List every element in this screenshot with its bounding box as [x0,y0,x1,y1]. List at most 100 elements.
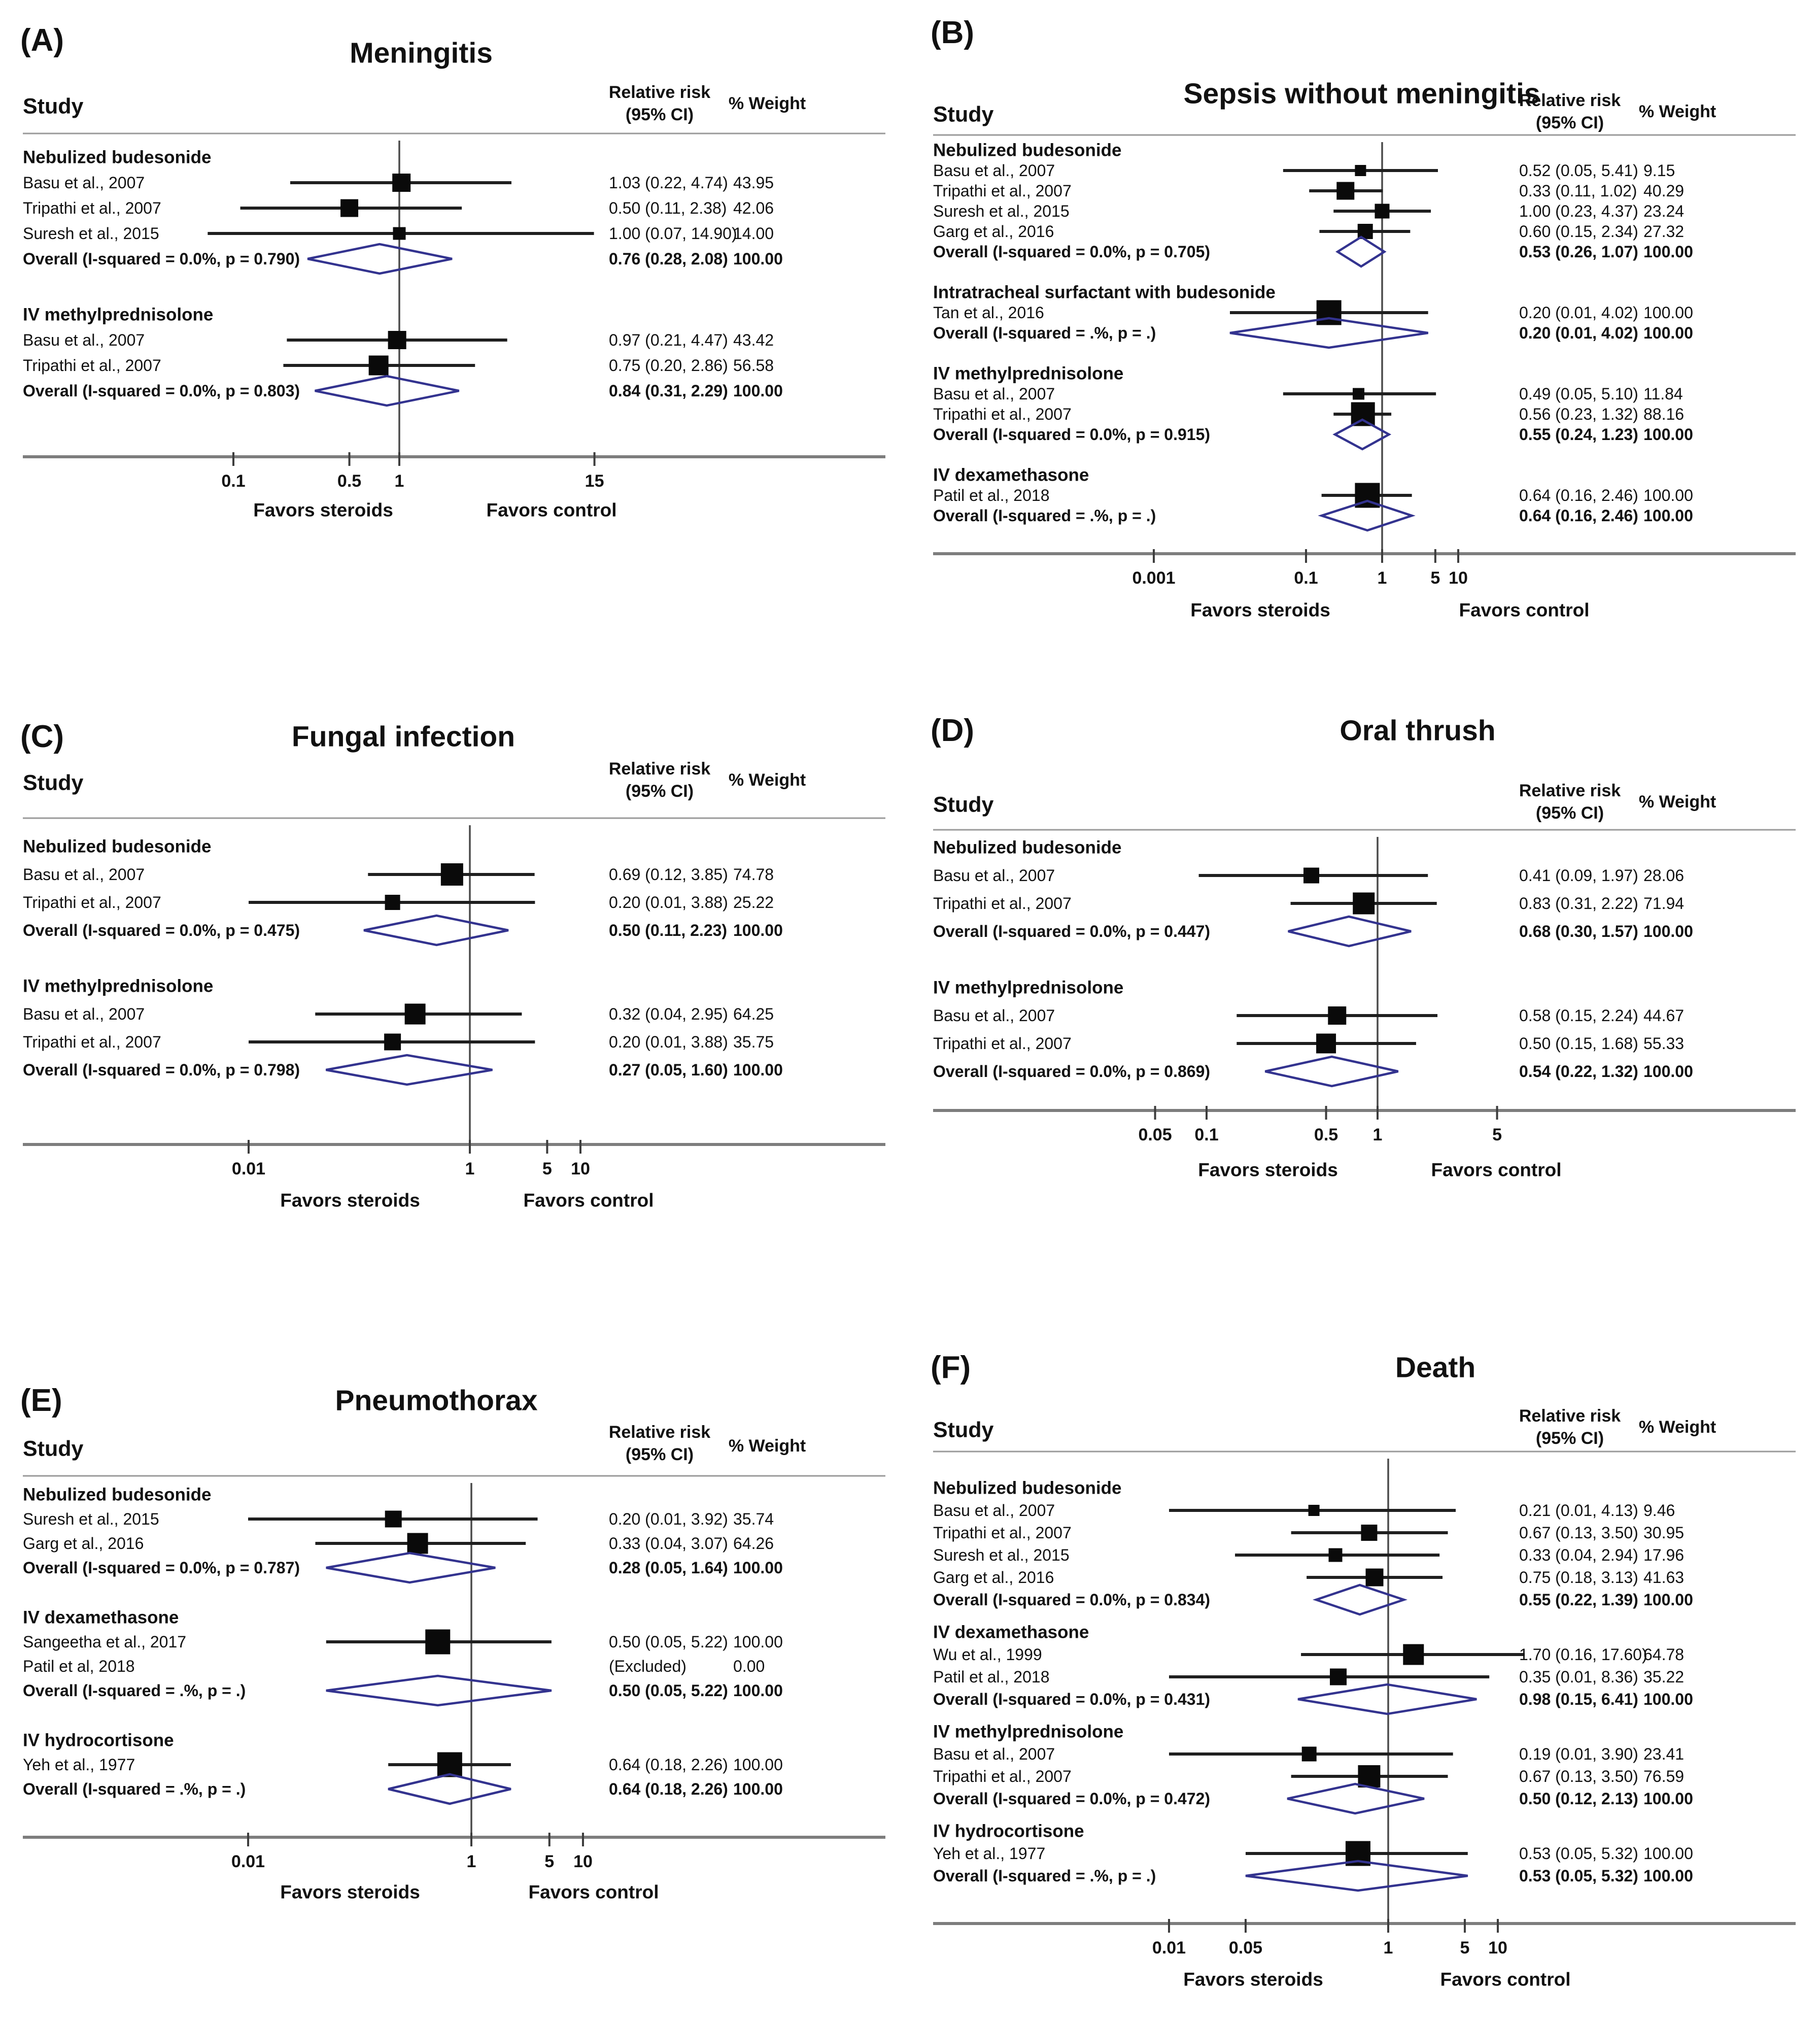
weight-value: 100.00 [1643,304,1693,322]
rr-value: 0.35 (0.01, 8.36) [1519,1668,1638,1686]
axis-tick-label: 0.01 [231,1852,265,1871]
axis-tick-label: 1 [465,1159,475,1178]
overall-rr-value: 0.54 (0.22, 1.32) [1519,1062,1638,1081]
effect-size-square [385,1510,402,1528]
column-header-study: Study [933,792,994,817]
effect-size-square [1328,1548,1343,1562]
overall-weight-value: 100.00 [1643,1062,1693,1081]
pooled-estimate-diamond [1312,1583,1408,1616]
overall-label: Overall (I-squared = 0.0%, p = 0.475) [23,921,300,939]
pooled-estimate-diamond [307,243,453,275]
forest-plot-canvas [933,1451,1796,1933]
favors-steroids-label: Favors steroids [253,499,393,521]
weight-value: 23.24 [1643,202,1685,220]
axis-tick-label: 0.001 [1132,568,1176,588]
column-header-rr-line1: Relative risk [608,759,711,779]
effect-size-square [1303,867,1320,884]
overall-label: Overall (I-squared = 0.0%, p = 0.834) [933,1591,1211,1609]
effect-size-square [1353,892,1375,915]
effect-size-square [437,1752,462,1777]
panel-letter: (B) [931,15,975,50]
weight-value: 42.06 [733,199,774,217]
panel-title: Pneumothorax [335,1384,538,1417]
pooled-estimate-diamond [1332,418,1392,451]
overall-weight-value: 100.00 [1643,922,1693,940]
weight-value: 43.42 [733,331,774,349]
effect-size-square [1336,182,1355,200]
axis-tick-label: 0.1 [1294,568,1318,588]
effect-size-square [404,1003,426,1025]
group-header: Nebulized budesonide [23,147,212,167]
overall-label: Overall (I-squared = 0.0%, p = 0.431) [933,1690,1211,1708]
effect-size-square [1308,1505,1320,1516]
panel-e: (E) Pneumothorax Study Relative risk (95% CI… [0,1350,910,2023]
effect-size-square [1328,1006,1347,1025]
weight-value: 23.41 [1643,1745,1685,1763]
pooled-estimate-diamond [315,375,460,407]
rr-value: 0.33 (0.04, 2.94) [1519,1546,1638,1564]
forest-plot-canvas [23,132,885,466]
favors-control-label: Favors control [486,499,617,521]
rr-value: 0.83 (0.31, 2.22) [1519,894,1638,913]
axis-tick-label: 0.01 [1152,1938,1186,1958]
study-name: Patil et al., 2018 [933,486,1050,504]
study-name: Yeh et al., 1977 [933,1844,1046,1863]
overall-label: Overall (I-squared = 0.0%, p = 0.472) [933,1790,1211,1808]
group-header: IV dexamethasone [23,1607,179,1628]
panel-title: Oral thrush [1340,714,1496,747]
weight-value: 43.95 [733,174,774,192]
group-header: IV methylprednisolone [933,1722,1124,1742]
panel-c: (C) Fungal infection Study Relative risk (95… [0,705,910,1350]
study-name: Tripathi et al., 2007 [23,356,161,375]
overall-label: Overall (I-squared = .%, p = .) [23,1681,246,1700]
rr-value: 0.60 (0.15, 2.34) [1519,222,1638,241]
rr-value: 0.64 (0.18, 2.26) [609,1756,728,1774]
rr-value: 0.97 (0.21, 4.47) [609,331,728,349]
weight-value: 17.96 [1643,1546,1685,1564]
rr-value: 0.50 (0.11, 2.38) [609,199,727,217]
rr-value: 0.75 (0.18, 3.13) [1519,1568,1638,1587]
weight-value: 35.74 [733,1510,774,1528]
overall-label: Overall (I-squared = .%, p = .) [933,1867,1156,1885]
weight-value: 9.46 [1643,1501,1675,1520]
study-name: Suresh et al., 2015 [23,1510,159,1528]
group-header: IV methylprednisolone [23,305,214,325]
effect-size-square [384,1033,401,1051]
overall-weight-value: 100.00 [733,1780,783,1798]
panel-b: (B) Sepsis without meningitis Study Relativ… [910,0,1820,705]
study-name: Basu et al., 2007 [933,161,1055,180]
effect-size-square [407,1533,428,1554]
overall-rr-value: 0.84 (0.31, 2.29) [609,382,728,400]
overall-label: Overall (I-squared = 0.0%, p = 0.798) [23,1061,300,1079]
rr-value: 0.20 (0.01, 4.02) [1519,304,1638,322]
study-name: Tripathi et al., 2007 [933,182,1072,200]
column-header-rr-line1: Relative risk [608,1423,711,1442]
weight-value: 100.00 [733,1756,783,1774]
overall-rr-value: 0.28 (0.05, 1.64) [609,1559,728,1577]
group-header: IV methylprednisolone [933,363,1124,384]
overall-label: Overall (I-squared = .%, p = .) [933,507,1156,525]
study-name: Basu et al., 2007 [23,865,145,884]
axis-tick-label: 10 [1488,1938,1507,1958]
pooled-estimate-diamond [1288,915,1412,948]
rr-value: 0.50 (0.05, 5.22) [609,1633,728,1651]
rr-value: 1.00 (0.07, 14.90) [609,224,737,243]
favors-steroids-label: Favors steroids [1183,1969,1323,1990]
overall-weight-value: 100.00 [1643,1867,1693,1885]
weight-value: 25.22 [733,893,774,912]
study-name: Tripathi et al., 2007 [23,199,161,217]
overall-rr-value: 0.76 (0.28, 2.08) [609,250,728,268]
panel-title: Fungal infection [291,720,516,753]
overall-rr-value: 0.64 (0.16, 2.46) [1519,507,1638,525]
study-name: Wu et al., 1999 [933,1645,1042,1664]
rr-value: 0.56 (0.23, 1.32) [1519,405,1638,423]
weight-value: 74.78 [733,865,774,884]
column-header-weight: % Weight [1638,1418,1716,1437]
axis-tick-label: 10 [571,1159,590,1178]
weight-value: 27.32 [1643,222,1685,241]
favors-control-label: Favors control [1440,1969,1571,1990]
effect-size-square [388,331,406,349]
weight-value: 9.15 [1643,161,1675,180]
overall-weight-value: 100.00 [1643,1591,1693,1609]
rr-value: 0.75 (0.20, 2.86) [609,356,728,375]
